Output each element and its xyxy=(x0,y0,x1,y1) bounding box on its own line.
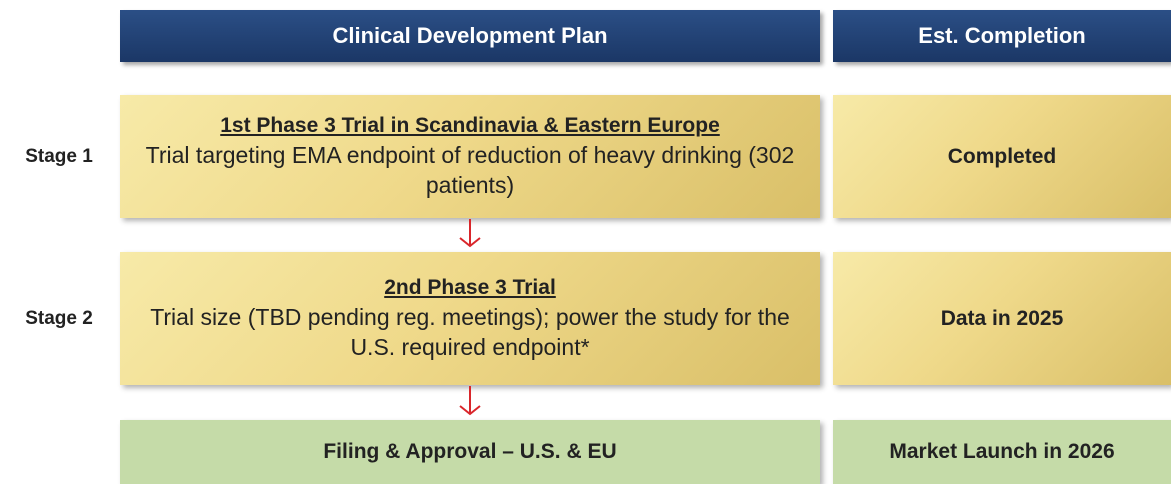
completion-box: Completed xyxy=(833,95,1171,218)
stage-title: 1st Phase 3 Trial in Scandinavia & Easte… xyxy=(220,113,720,137)
completion-box: Data in 2025 xyxy=(833,252,1171,385)
final-completion: Market Launch in 2026 xyxy=(833,420,1171,484)
stage-box: 1st Phase 3 Trial in Scandinavia & Easte… xyxy=(120,95,820,218)
arrow-head xyxy=(459,237,481,248)
completion-header: Est. Completion xyxy=(833,10,1171,62)
plan-header: Clinical Development Plan xyxy=(120,10,820,62)
stage-box: 2nd Phase 3 Trial Trial size (TBD pendin… xyxy=(120,252,820,385)
stage-label: Stage 2 xyxy=(25,307,93,329)
final-box: Filing & Approval – U.S. & EU xyxy=(120,420,820,484)
stage-description: Trial size (TBD pending reg. meetings); … xyxy=(150,303,790,360)
stage-title: 2nd Phase 3 Trial xyxy=(384,275,556,299)
stage-label: Stage 1 xyxy=(25,145,93,167)
arrow-head xyxy=(459,405,481,416)
stage-description: Trial targeting EMA endpoint of reductio… xyxy=(145,141,795,198)
